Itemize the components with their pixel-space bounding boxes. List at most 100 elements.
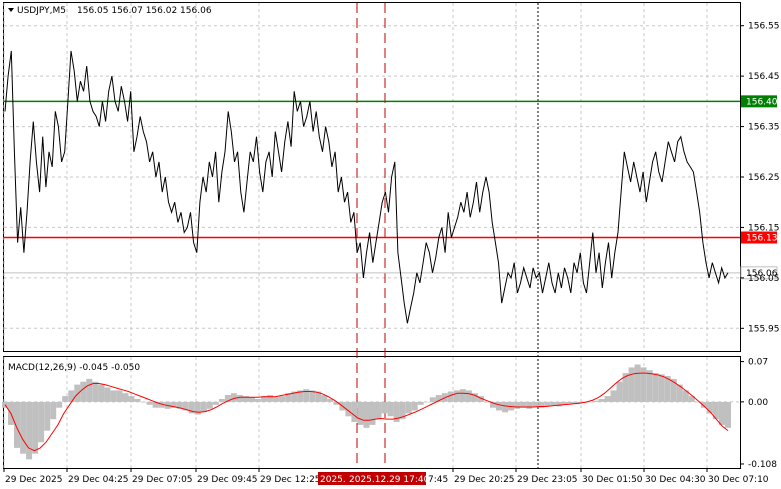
macd-bar — [405, 401, 412, 414]
level-label: 156.06 — [746, 269, 778, 279]
macd-bar — [146, 401, 153, 405]
macd-bar — [598, 399, 605, 402]
macd-bar — [218, 399, 225, 402]
macd-bar — [279, 396, 286, 402]
macd-axis: 0.07 0.00 -0.108 — [740, 358, 777, 470]
level-tag — [741, 231, 777, 244]
macd-bar — [550, 401, 557, 406]
macd-bar — [502, 401, 509, 413]
level-label: 156.40 — [746, 97, 778, 107]
macd-bar — [321, 395, 328, 402]
price-tick-label: 156.45 — [748, 72, 780, 82]
macd-bar — [50, 401, 57, 420]
macd-bar — [140, 401, 147, 403]
macd-bar — [562, 401, 569, 405]
macd-bar — [471, 393, 478, 402]
macd-bar — [725, 401, 731, 428]
price-tick-label: 156.05 — [748, 274, 780, 284]
time-tick-label: 29 Dec 07:05 — [132, 475, 193, 485]
time-tick-label: 30 Dec 04:30 — [645, 475, 706, 485]
macd-bar — [188, 401, 195, 414]
time-tick-label: 30 Dec 01:50 — [582, 475, 643, 485]
macd-bar — [56, 401, 63, 408]
macd-bar — [200, 401, 207, 413]
price-axis: 156.55 156.45 156.35 156.25 156.15 156.05 155.… — [740, 22, 780, 334]
macd-bar — [68, 390, 75, 402]
macd-bar — [315, 391, 322, 402]
macd-bar — [206, 401, 213, 409]
macd-bar — [327, 399, 334, 402]
price-line — [4, 50, 729, 324]
price-tick-label: 156.35 — [748, 123, 780, 133]
macd-bar — [74, 384, 81, 402]
macd-bar — [212, 401, 219, 405]
macd-bar — [86, 378, 93, 402]
macd-bar — [610, 390, 617, 402]
macd-bar — [556, 401, 563, 407]
macd-bar — [44, 401, 51, 431]
time-tick-label: 30 Dec 07:10 — [708, 475, 769, 485]
macd-bar — [255, 399, 261, 402]
macd-bar — [176, 401, 183, 409]
macd-tick-label: 0.07 — [748, 358, 768, 368]
time-tick-label: 29 Dec 04:25 — [68, 475, 129, 485]
macd-bar — [375, 401, 382, 420]
macd-signal — [4, 372, 729, 452]
time-tag: 2025.12.29 17:40 — [349, 475, 430, 485]
macd-bar — [628, 367, 635, 402]
macd-bar — [345, 401, 352, 417]
macd-bar — [622, 373, 629, 402]
macd-bar — [712, 401, 719, 420]
price-tick-label: 156.25 — [748, 173, 780, 183]
macd-bar — [357, 401, 364, 425]
time-tick-label: 29 Dec 2025 — [5, 475, 63, 485]
macd-bar — [646, 370, 653, 402]
macd-bar — [694, 401, 701, 403]
macd-bar — [459, 389, 466, 402]
macd-bar — [122, 393, 129, 402]
macd-bar — [267, 395, 274, 402]
macd-bar — [182, 401, 189, 411]
macd-tick-label: 0.00 — [748, 398, 768, 408]
macd-bar — [224, 395, 231, 402]
macd-bar — [261, 396, 268, 402]
macd-bar — [453, 390, 460, 402]
macd-bar — [652, 373, 659, 402]
time-axis: 29 Dec 2025 29 Dec 04:25 29 Dec 07:05 29 De… — [3, 468, 769, 485]
macd-bar — [249, 397, 255, 402]
macd-bar — [243, 396, 249, 402]
macd-bar — [273, 397, 280, 402]
signal-line — [4, 372, 729, 452]
macd-bar — [38, 401, 45, 443]
price-tick-label: 156.55 — [748, 22, 780, 32]
macd-bar — [478, 396, 484, 402]
macd-bar — [514, 401, 521, 409]
macd-bar — [92, 381, 99, 402]
macd-bar — [526, 401, 533, 409]
macd-bar — [604, 396, 611, 402]
macd-bar — [351, 401, 358, 422]
ohlc-values: 156.05 156.07 156.02 156.06 — [77, 6, 212, 16]
macd-bar — [309, 390, 316, 402]
macd-bar — [369, 401, 376, 425]
macd-bar — [682, 390, 689, 402]
macd-bar — [152, 401, 159, 408]
macd-bar — [381, 401, 388, 414]
macd-bar — [291, 391, 298, 402]
macd-bar — [544, 401, 551, 407]
macd-bar — [110, 390, 117, 402]
macd-bar — [658, 374, 665, 402]
level-tag — [741, 95, 777, 108]
collapse-triangle-icon[interactable] — [8, 8, 14, 12]
macd-bar — [98, 384, 105, 402]
macd-bar — [676, 384, 683, 402]
price-gridlines — [3, 3, 740, 468]
macd-bar — [62, 396, 69, 402]
macd-bar — [592, 400, 599, 402]
time-tag-background — [318, 472, 426, 485]
macd-title: MACD(12,26,9) -0.045 -0.050 — [8, 363, 140, 373]
macd-bar — [363, 401, 370, 428]
time-tick-label: 29 Dec 20:25 — [454, 475, 515, 485]
macd-bar — [194, 401, 201, 415]
